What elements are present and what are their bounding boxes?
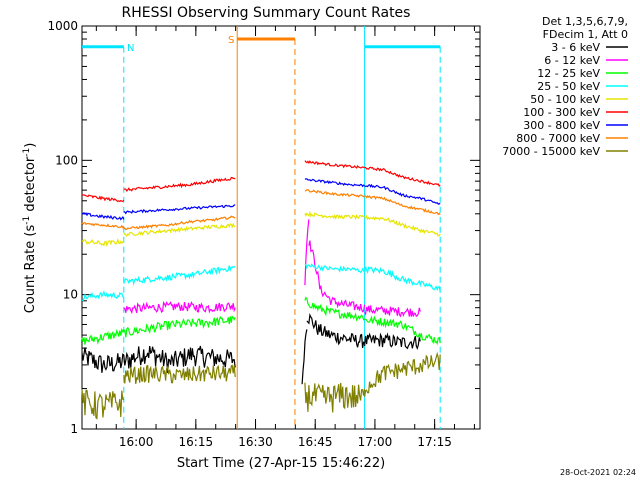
chart-title: RHESSI Observing Summary Count Rates [122,5,411,21]
legend-label: 25 - 50 keV [537,80,600,93]
series-line [123,222,236,238]
x-axis-ticks: 16:00 16:15 16:30 16:45 17:00 17:15 [95,26,475,449]
series-line [304,210,365,221]
series-300-800-kev [81,178,441,221]
series-line [304,178,365,188]
x-tick-label: 16:15 [179,435,214,449]
legend-label: 50 - 100 keV [530,93,600,106]
data-series [81,160,441,420]
x-tick-label: 16:30 [238,435,273,449]
legend-label: 100 - 300 keV [523,106,600,119]
series-line [81,315,236,345]
series-line [81,211,125,221]
series-line [304,188,365,198]
series-line [308,240,366,313]
series-line [364,332,421,350]
legend-label: 12 - 25 keV [537,67,600,80]
y-axis-label: Count Rate (s-1 detector-1) [22,143,38,314]
series-line [123,204,236,215]
series-line [364,194,441,216]
series-line [81,193,125,203]
series-12-25-kev [81,296,441,346]
series-line [123,265,236,286]
series-7000-15000-kev [81,351,441,420]
y-axis-label-sup1: -1 [22,216,32,225]
series-line [81,222,125,229]
y-axis-label-mid: detector [23,156,38,216]
series-line [304,296,365,322]
legend-header-line-2: FDecim 1, Att 0 [543,28,628,41]
series-line [364,266,441,292]
x-tick-label: 16:00 [119,435,154,449]
interval-label: S [228,35,234,46]
x-tick-label: 16:45 [298,435,333,449]
legend-label: 6 - 12 keV [544,54,600,67]
series-line [304,160,365,169]
series-line [81,389,125,420]
legend: Det 1,3,5,6,7,9, FDecim 1, Att 0 3 - 6 k… [502,15,628,158]
y-axis-label-main: Count Rate (s [23,225,38,314]
series-line [81,345,236,374]
series-3-6-kev [81,313,421,385]
legend-label: 800 - 7000 keV [516,132,600,145]
series-25-50-kev [81,263,441,302]
y-tick-label: 1 [70,422,78,436]
series-line [301,329,308,385]
series-line [364,166,441,187]
series-100-300-kev [81,160,441,203]
series-line [364,315,441,346]
y-axis-label-sup2: -1 [22,148,32,157]
series-line [304,382,366,413]
series-line [123,215,236,231]
y-axis-label-end: ) [23,143,38,148]
series-line [123,300,236,315]
series-line [304,263,366,274]
x-tick-label: 17:15 [417,435,452,449]
series-line [123,364,236,385]
y-axis-ticks: 1 10 100 1000 [47,19,480,436]
observing-intervals: NS [82,26,441,429]
generation-timestamp: 28-Oct-2021 02:24 [560,468,636,477]
x-tick-label: 17:00 [358,435,393,449]
series-6-12-kev [123,219,421,318]
y-tick-label: 100 [55,153,78,167]
legend-label: 3 - 6 keV [551,41,600,54]
plot-frame [81,25,481,430]
series-line [306,313,365,349]
series-line [304,219,310,286]
series-line [364,214,441,237]
y-tick-label: 10 [63,288,78,302]
series-line [123,176,236,193]
y-tick-label: 1000 [47,19,78,33]
interval-label: N [127,43,134,54]
plot-area: 16:00 16:15 16:30 16:45 17:00 17:15 1 10 100 100… [47,19,481,449]
legend-label: 300 - 800 keV [523,119,600,132]
series-50-100-kev [81,210,441,247]
series-line [81,290,125,302]
series-line [81,237,125,247]
series-800-7000-kev [81,188,441,231]
legend-header-line-1: Det 1,3,5,6,7,9, [542,15,628,28]
series-line [364,183,441,205]
series-line [364,305,421,318]
legend-label: 7000 - 15000 keV [502,145,600,158]
x-axis-label: Start Time (27-Apr-15 15:46:22) [177,456,385,471]
series-line [364,351,441,397]
